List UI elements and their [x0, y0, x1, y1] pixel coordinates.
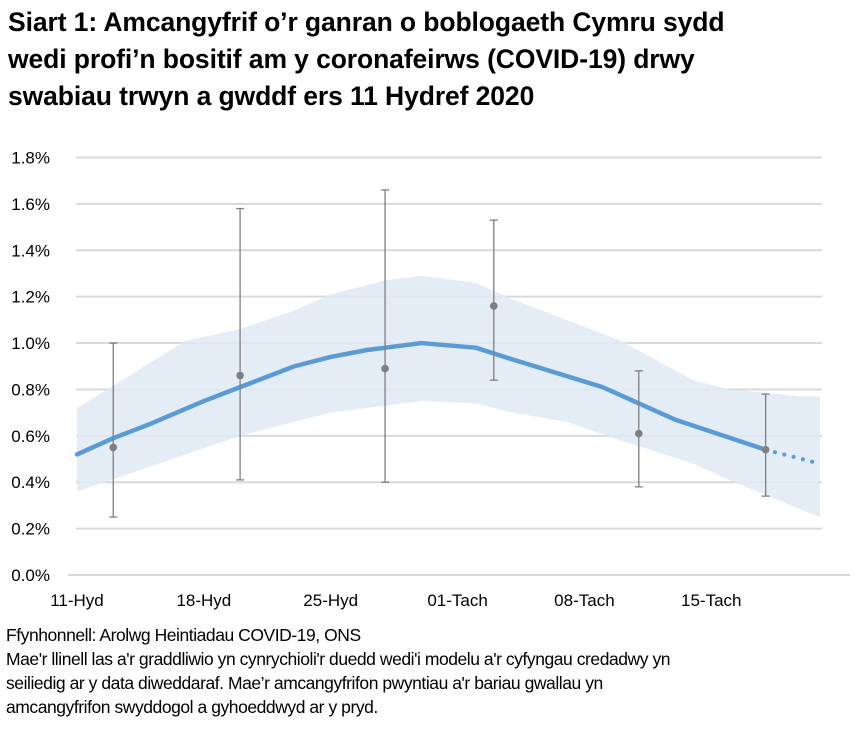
explanatory-note-line: seiliedig ar y data diweddaraf. Mae’r am… [6, 673, 603, 693]
chart-title-line: wedi profi’n bositif am y coronafeirws (… [8, 44, 695, 74]
y-tick-label: 1.2% [11, 288, 50, 307]
y-tick-label: 1.0% [11, 334, 50, 353]
y-tick-label: 1.8% [11, 149, 50, 168]
y-tick-label: 0.4% [11, 473, 50, 492]
x-tick-label: 11-Hyd [50, 591, 104, 610]
x-tick-label: 08-Tach [554, 591, 614, 610]
estimate-point [490, 302, 498, 310]
y-tick-label: 1.4% [11, 241, 50, 260]
estimate-with-error-bar [489, 219, 498, 381]
chart-footer: Ffynhonnell: Arolwg Heintiadau COVID-19,… [6, 623, 670, 719]
explanatory-note-line: Mae'r llinell las a'r graddliwio yn cynr… [6, 649, 671, 669]
x-tick-label: 18-Hyd [176, 591, 231, 610]
estimate-point [236, 371, 244, 380]
trend-line-solid [74, 340, 768, 457]
estimate-with-error-bar [634, 370, 643, 488]
y-tick-label: 0.8% [11, 380, 50, 399]
official-estimates [109, 189, 770, 518]
chart-title-line: Siart 1: Amcangyfrif o’r ganran o boblog… [8, 7, 725, 37]
y-tick-label: 0.2% [11, 520, 50, 539]
y-axis-ticks: 0.0% 0.2% 0.4% 0.6% 0.8% 1.0% 1.2% 1.4% 1.6% 1.8% [11, 149, 50, 586]
estimate-point [761, 445, 770, 454]
trend-line-projected [763, 447, 822, 466]
x-tick-label: 15-Tach [681, 591, 741, 610]
credible-interval-band [77, 275, 820, 518]
credible-interval-area [77, 275, 820, 518]
x-axis-ticks: 11-Hyd 18-Hyd 25-Hyd 01-Tach 08-Tach 15-Tach [50, 591, 741, 610]
chart-title: Siart 1: Amcangyfrif o’r ganran o boblog… [8, 4, 725, 115]
x-tick-label: 25-Hyd [303, 591, 358, 610]
estimate-with-error-bar [236, 207, 245, 481]
estimate-with-error-bar [109, 342, 118, 518]
estimate-with-error-bar [761, 393, 770, 497]
estimate-point [109, 443, 118, 452]
estimate-point [381, 364, 389, 373]
y-tick-label: 1.6% [11, 195, 50, 214]
y-tick-label: 0.6% [11, 427, 50, 446]
estimate-with-error-bar [381, 189, 390, 483]
explanatory-note-line: amcangyfrifon swyddogol a gyhoeddwyd ar … [6, 697, 378, 717]
estimate-point [634, 429, 643, 438]
modelled-trend [74, 340, 822, 466]
y-tick-label: 0.0% [11, 566, 50, 585]
chart-title-line: swabiau trwyn a gwddf ers 11 Hydref 2020 [8, 81, 535, 111]
source-note: Ffynhonnell: Arolwg Heintiadau COVID-19,… [6, 625, 361, 645]
x-tick-label: 01-Tach [427, 591, 487, 610]
